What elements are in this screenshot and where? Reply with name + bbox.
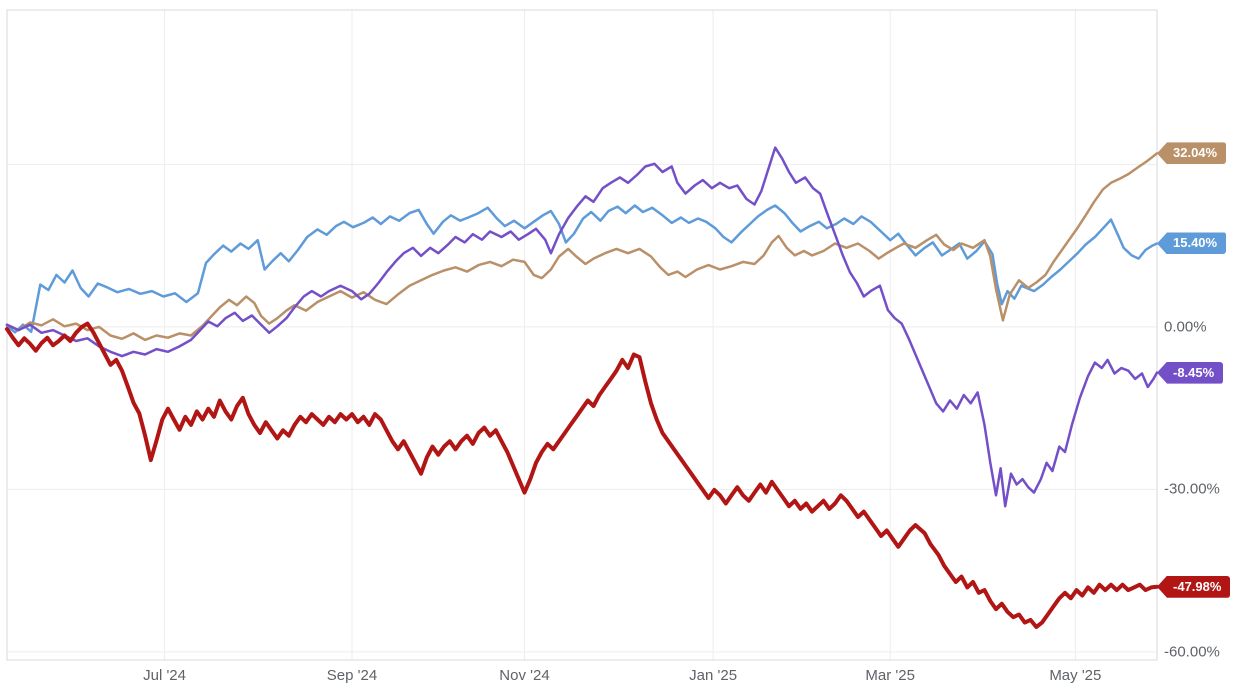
series-purple-value-badge: -8.45% — [1157, 361, 1224, 384]
x-axis-label: Nov '24 — [499, 667, 550, 684]
x-axis-label: May '25 — [1049, 667, 1102, 684]
y-axis-label: 0.00% — [1164, 318, 1207, 336]
series-tan-line — [5, 152, 1159, 342]
series-tan-value-badge: 32.04% — [1157, 142, 1227, 165]
x-axis-label: Sep '24 — [326, 667, 378, 684]
y-axis-label: -30.00% — [1164, 480, 1220, 498]
y-axis-label: -60.00% — [1164, 643, 1220, 661]
series-blue-value-badge: 15.40% — [1157, 232, 1227, 255]
series-purple-line — [5, 146, 1159, 508]
series-red-value-badge: -47.98% — [1157, 575, 1231, 598]
x-axis-label: Mar '25 — [865, 667, 915, 684]
series-red-line — [5, 321, 1159, 629]
series-blue-line — [5, 204, 1159, 334]
x-axis-label: Jan '25 — [689, 667, 738, 684]
x-axis-label: Jul '24 — [143, 667, 186, 684]
plot-border — [6, 9, 1158, 661]
